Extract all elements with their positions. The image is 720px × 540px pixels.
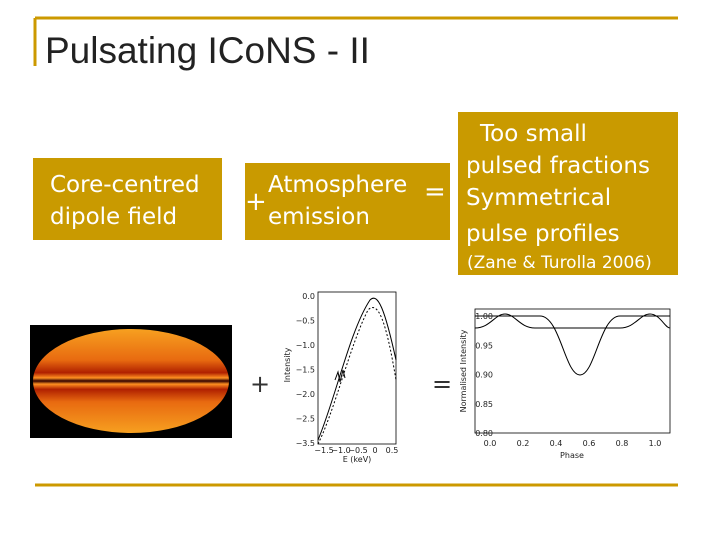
plot-axes <box>317 291 397 445</box>
curve <box>317 297 397 441</box>
tick-label: −3.5 <box>296 439 315 448</box>
tick-label: −1.0 <box>296 341 315 350</box>
tick-label: 0.2 <box>517 439 530 448</box>
tick-label: −1.0 <box>331 446 350 455</box>
tick-label: 0.0 <box>484 439 497 448</box>
tick-label: 0.6 <box>583 439 596 448</box>
field-map <box>33 329 229 433</box>
tick-label: 0.80 <box>475 429 493 438</box>
box-line: Symmetrical <box>466 185 611 211</box>
tick-label: 0 <box>372 446 377 455</box>
plot-frame <box>277 285 422 465</box>
plot-axes <box>474 308 671 434</box>
slide-title: Pulsating ICoNS - II <box>45 30 370 71</box>
curve <box>334 369 346 383</box>
curve <box>475 315 670 376</box>
tick-label: −1.5 <box>296 366 315 375</box>
axis-label: Phase <box>560 451 584 460</box>
tick-label: 0.90 <box>475 371 493 380</box>
axis-label: Intensity <box>283 347 292 382</box>
curve <box>474 313 671 329</box>
tick-label: −2.5 <box>296 415 315 424</box>
tick-label: 1.00 <box>475 312 493 321</box>
tick-label: 0.5 <box>386 446 399 455</box>
tick-label: 1.0 <box>649 439 662 448</box>
tick-label: 0.85 <box>475 400 493 409</box>
operator: + <box>250 370 270 398</box>
middle-box <box>245 163 450 240</box>
tick-label: −0.5 <box>296 317 315 326</box>
box-line: Core-centred <box>50 172 200 198</box>
result-box <box>458 112 678 275</box>
operator: = <box>424 177 446 207</box>
tick-label: −2.0 <box>296 390 315 399</box>
left-box <box>33 158 222 240</box>
box-line: Atmosphere <box>268 172 407 198</box>
operator: = <box>432 370 452 398</box>
box-line: pulse profiles <box>466 221 620 247</box>
tick-label: −1.5 <box>314 446 333 455</box>
citation: (Zane & Turolla 2006) <box>467 253 652 273</box>
box-line: Too small <box>479 121 587 147</box>
box-line: dipole field <box>50 204 177 230</box>
tick-label: 0.0 <box>302 292 315 301</box>
profile-plot: Normalised Intensity Phase 1.00 0.95 0.90 0… <box>456 303 678 463</box>
axis-label: Normalised Intensity <box>459 329 468 412</box>
axis-label: E (keV) <box>343 455 372 464</box>
box-line: emission <box>268 204 370 230</box>
tick-label: 0.4 <box>550 439 563 448</box>
tick-label: −0.5 <box>348 446 367 455</box>
curve <box>317 307 397 445</box>
tick-label: 0.8 <box>616 439 629 448</box>
box-line: pulsed fractions <box>466 153 650 179</box>
tick-label: 0.95 <box>475 341 493 350</box>
plot-frame <box>456 303 678 463</box>
spectrum-plot: Intensity E (keV) 0.0−0.5−1.0−1.5−2.0−2.… <box>277 285 422 465</box>
operator: + <box>245 187 267 217</box>
